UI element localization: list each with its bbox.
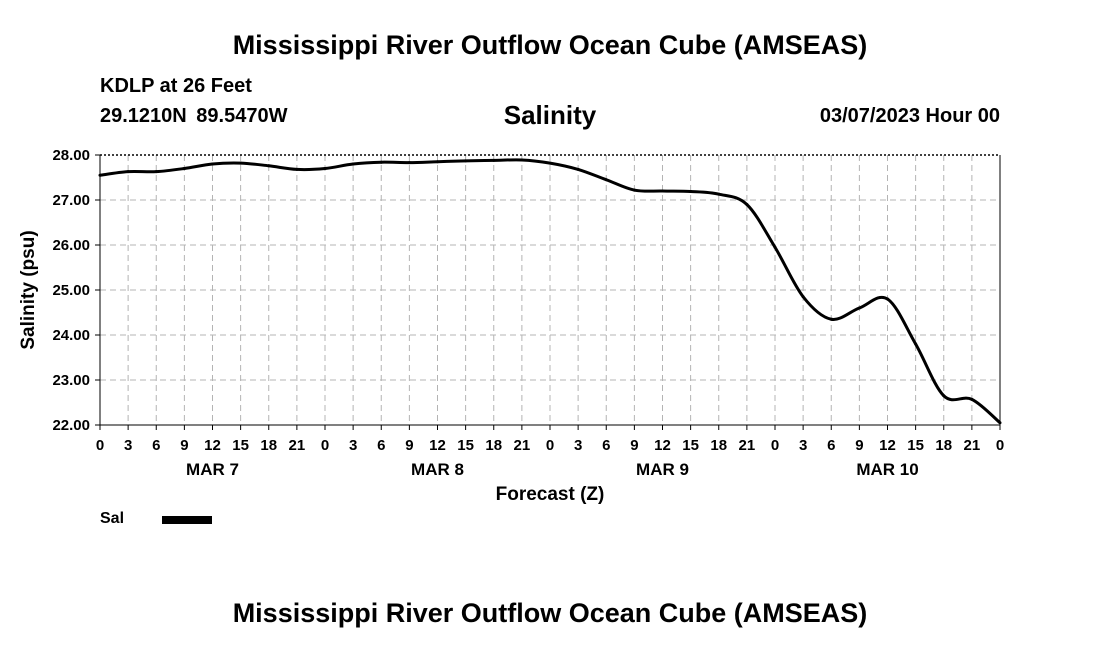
x-tick-label: 3 (574, 437, 582, 454)
data-point (970, 397, 974, 401)
data-point (267, 164, 271, 168)
data-point (857, 306, 861, 310)
data-point (576, 167, 580, 171)
data-point (717, 192, 721, 196)
data-point (520, 158, 524, 162)
data-point (745, 203, 749, 206)
data-point (886, 297, 889, 301)
x-axis-title: Forecast (Z) (496, 484, 605, 505)
axis-layer (95, 154, 1001, 430)
x-tick-label: 12 (654, 437, 671, 454)
y-tick-label: 28.00 (52, 147, 90, 164)
x-tick-label: 12 (879, 437, 896, 454)
x-tick-label: 3 (799, 437, 807, 454)
y-tick-label: 26.00 (52, 237, 90, 254)
day-label: MAR 7 (186, 460, 239, 479)
day-label: MAR 10 (856, 460, 918, 479)
x-tick-label: 0 (546, 437, 554, 454)
x-tick-label: 6 (377, 437, 385, 454)
y-tick-label: 23.00 (52, 372, 90, 389)
day-label: MAR 9 (636, 460, 689, 479)
data-point (436, 160, 439, 164)
series-layer (98, 158, 1002, 425)
x-tick-label: 0 (96, 437, 104, 454)
x-tick-label: 12 (204, 437, 221, 454)
x-tick-label: 9 (180, 437, 188, 454)
x-tick-label: 21 (514, 437, 531, 454)
data-point (239, 161, 243, 165)
x-tick-label: 6 (602, 437, 610, 454)
x-tick-label: 6 (152, 437, 160, 454)
x-tick-label: 15 (457, 437, 474, 454)
data-point (914, 342, 918, 346)
y-tick-label: 25.00 (52, 282, 90, 299)
grid-layer (100, 155, 1000, 425)
x-tick-label: 18 (260, 437, 277, 454)
data-point (379, 160, 383, 164)
x-tick-label: 3 (124, 437, 132, 454)
data-point (154, 170, 158, 174)
y-tick-label: 27.00 (52, 192, 90, 209)
label-layer: 0 3 6 9 12 15 18 21 0 3 6 9 12 15 18 21 0 3 6 9 12 15 18 21 0 3 6 9… (18, 147, 1004, 505)
x-tick-label: 0 (996, 437, 1004, 454)
data-point (604, 178, 608, 182)
data-point (126, 170, 130, 174)
y-axis-title: Salinity (psu) (18, 230, 39, 349)
data-point (773, 245, 777, 249)
data-point (998, 421, 1002, 425)
data-point (182, 167, 186, 170)
x-tick-label: 0 (771, 437, 779, 454)
chart-title: Salinity (503, 100, 597, 130)
data-point (295, 167, 299, 171)
data-point (548, 161, 552, 165)
x-tick-label: 18 (485, 437, 502, 454)
data-point (942, 394, 946, 398)
data-point (323, 167, 327, 170)
x-tick-label: 0 (321, 437, 329, 454)
x-tick-label: 9 (405, 437, 413, 454)
x-tick-label: 9 (855, 437, 863, 454)
x-tick-label: 15 (682, 437, 699, 454)
footer-title: Mississippi River Outflow Ocean Cube (AM… (232, 598, 868, 628)
data-point (464, 159, 468, 163)
x-tick-label: 21 (289, 437, 306, 454)
x-tick-label: 15 (907, 437, 924, 454)
x-tick-label: 6 (827, 437, 835, 454)
x-tick-label: 12 (429, 437, 446, 454)
legend-label: Sal (100, 510, 125, 527)
forecast-datetime: 03/07/2023 Hour 00 (819, 105, 1000, 127)
data-point (829, 317, 833, 321)
page-title: Mississippi River Outflow Ocean Cube (AM… (232, 30, 868, 60)
y-tick-label: 22.00 (52, 417, 90, 434)
x-tick-label: 21 (739, 437, 756, 454)
data-point (211, 162, 214, 166)
data-point (632, 188, 636, 192)
x-tick-label: 18 (935, 437, 952, 454)
data-point (801, 295, 805, 299)
x-tick-label: 21 (964, 437, 981, 454)
data-point (98, 173, 102, 177)
data-point (407, 161, 411, 165)
x-tick-label: 3 (349, 437, 357, 454)
day-label: MAR 8 (411, 460, 464, 479)
x-tick-label: 15 (232, 437, 249, 454)
y-tick-label: 24.00 (52, 327, 90, 344)
x-tick-label: 9 (630, 437, 638, 454)
data-point (492, 158, 496, 162)
data-point (351, 162, 355, 166)
data-point (661, 189, 664, 193)
station-label: KDLP at 26 Feet (100, 75, 252, 97)
x-tick-label: 18 (710, 437, 727, 454)
data-point (689, 189, 693, 193)
legend-swatch (162, 516, 212, 524)
station-coordinates: 29.1210N 89.5470W (100, 105, 288, 127)
